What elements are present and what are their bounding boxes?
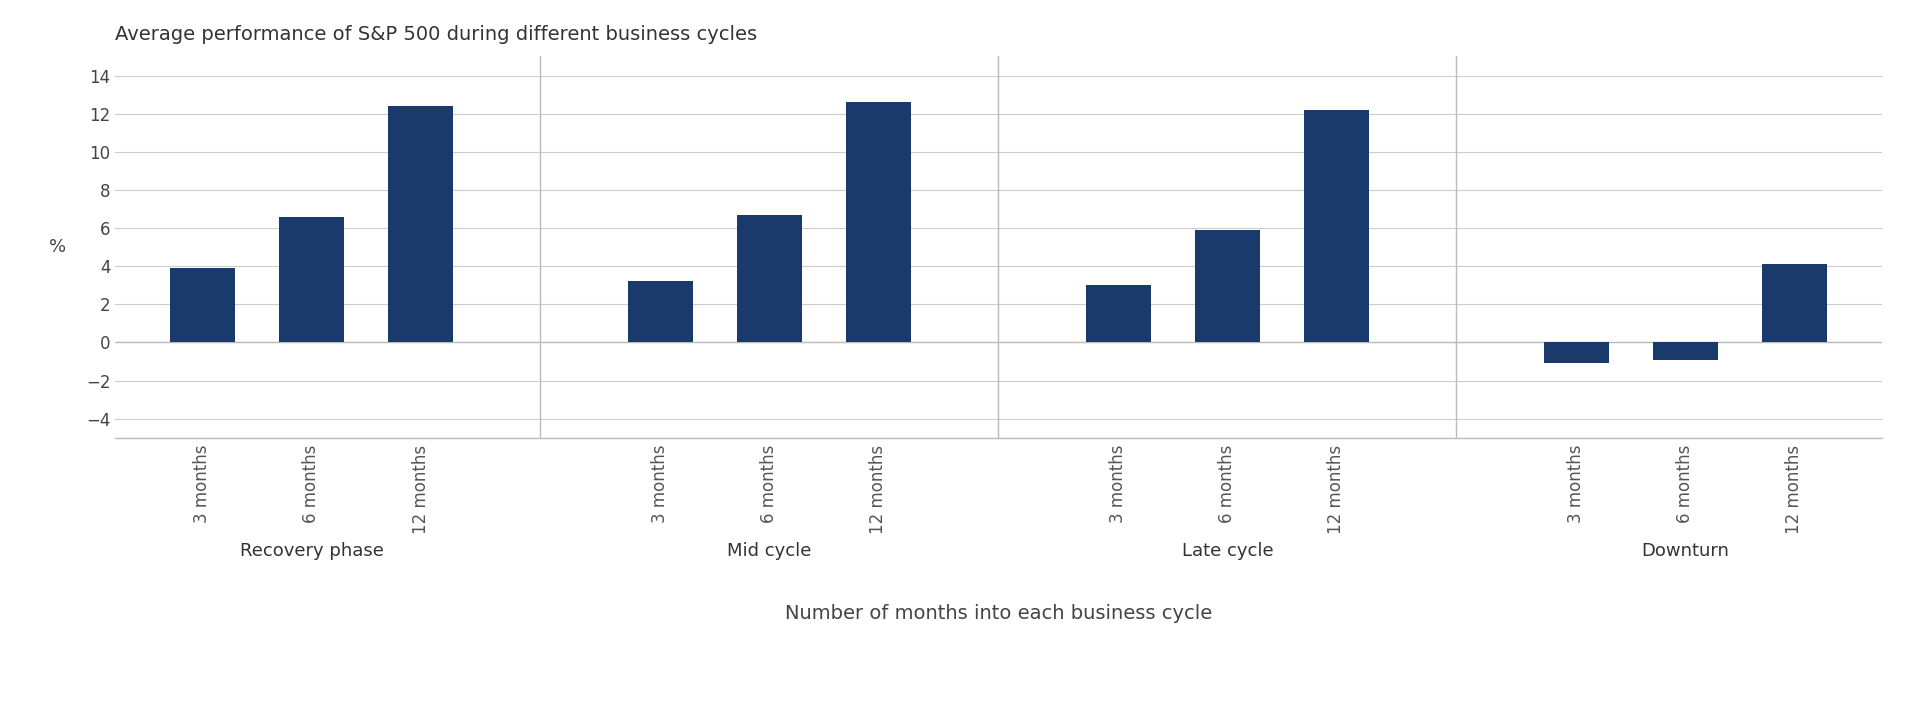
Bar bbox=[169, 268, 234, 342]
Bar bbox=[1653, 342, 1718, 359]
Text: Recovery phase: Recovery phase bbox=[240, 542, 384, 560]
Bar bbox=[278, 217, 344, 342]
Y-axis label: %: % bbox=[50, 238, 67, 256]
Bar bbox=[388, 106, 453, 342]
Text: Number of months into each business cycle: Number of months into each business cycl… bbox=[785, 604, 1212, 623]
Text: Mid cycle: Mid cycle bbox=[728, 542, 812, 560]
Text: Downturn: Downturn bbox=[1642, 542, 1730, 560]
Text: Average performance of S&P 500 during different business cycles: Average performance of S&P 500 during di… bbox=[115, 25, 756, 44]
Bar bbox=[1304, 110, 1369, 342]
Bar bbox=[845, 102, 912, 342]
Bar bbox=[737, 215, 803, 342]
Bar bbox=[628, 282, 693, 342]
Bar bbox=[1194, 230, 1260, 342]
Text: Late cycle: Late cycle bbox=[1181, 542, 1273, 560]
Bar bbox=[1544, 342, 1609, 364]
Bar bbox=[1763, 264, 1828, 342]
Bar bbox=[1085, 285, 1152, 342]
